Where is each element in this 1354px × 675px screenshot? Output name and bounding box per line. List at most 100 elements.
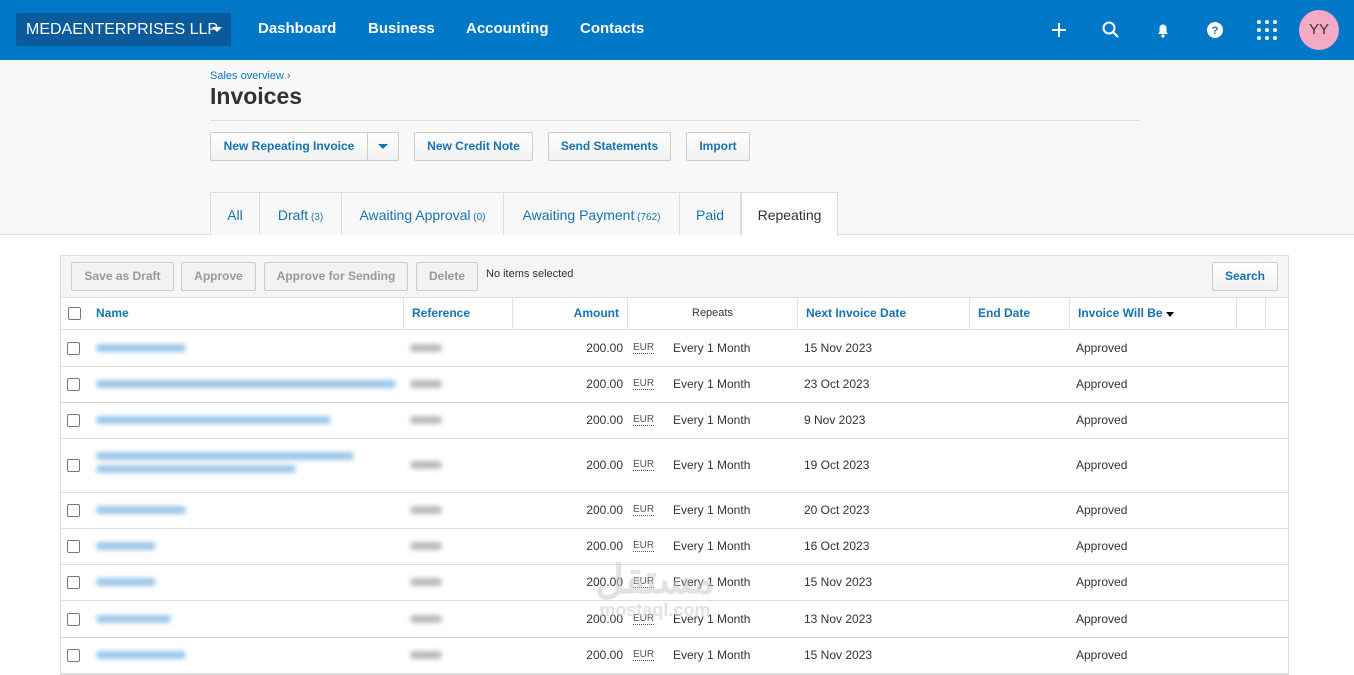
row-checkbox[interactable] bbox=[67, 414, 80, 427]
tab[interactable]: Awaiting Approval (0) bbox=[341, 192, 504, 235]
blurred-name bbox=[96, 380, 396, 388]
search-button[interactable]: Search bbox=[1212, 262, 1278, 291]
column-header[interactable]: Next Invoice Date bbox=[798, 298, 970, 330]
repeats: Every 1 Month bbox=[673, 611, 751, 626]
divider bbox=[210, 120, 1140, 121]
nav-link[interactable]: Contacts bbox=[580, 20, 645, 37]
currency: EUR bbox=[633, 576, 655, 588]
tab-count: (3) bbox=[308, 212, 324, 223]
selection-status: No items selected bbox=[486, 268, 574, 280]
blurred-name bbox=[96, 452, 354, 460]
search-icon[interactable] bbox=[1099, 18, 1123, 42]
repeats: Every 1 Month bbox=[673, 539, 751, 553]
row-checkbox[interactable] bbox=[67, 576, 80, 589]
toolbar-button[interactable]: Approve bbox=[181, 262, 256, 291]
dropdown-button[interactable] bbox=[367, 132, 399, 161]
row-checkbox[interactable] bbox=[67, 342, 80, 355]
row-divider bbox=[61, 564, 1288, 565]
invoice-will-be: Approved bbox=[1076, 413, 1128, 427]
svg-text:?: ? bbox=[1212, 25, 1219, 37]
help-icon[interactable]: ? bbox=[1203, 18, 1227, 42]
tab-label: Draft bbox=[277, 207, 309, 223]
repeats: Every 1 Month bbox=[673, 503, 751, 517]
blurred-name bbox=[96, 542, 156, 550]
tab[interactable]: Repeating bbox=[741, 192, 838, 236]
currency: EUR bbox=[633, 414, 655, 426]
sort-caret bbox=[1165, 312, 1174, 317]
invoice-will-be: Approved bbox=[1076, 611, 1128, 626]
toolbar-button[interactable]: Delete bbox=[416, 262, 478, 291]
column-header[interactable]: Invoice Will Be bbox=[1070, 298, 1237, 330]
amount: 200.00 bbox=[586, 575, 623, 589]
amount: 200.00 bbox=[586, 503, 623, 517]
repeats: Every 1 Month bbox=[673, 575, 751, 589]
action-button[interactable]: New Credit Note bbox=[414, 132, 533, 161]
tab[interactable]: Paid bbox=[679, 192, 741, 235]
row-checkbox[interactable] bbox=[67, 459, 80, 472]
repeats: Every 1 Month bbox=[673, 648, 751, 662]
blurred-reference bbox=[410, 506, 442, 514]
apps-icon[interactable] bbox=[1255, 18, 1279, 42]
blurred-name bbox=[96, 651, 186, 659]
action-button[interactable]: New Repeating Invoice bbox=[210, 132, 368, 161]
notifications-icon[interactable] bbox=[1151, 18, 1175, 42]
row-checkbox[interactable] bbox=[67, 649, 80, 662]
tab[interactable]: All bbox=[210, 192, 260, 235]
row-checkbox[interactable] bbox=[67, 540, 80, 553]
org-switcher[interactable]: MEDAENTERPRISES LLP bbox=[16, 13, 231, 46]
blurred-reference bbox=[410, 461, 442, 469]
currency: EUR bbox=[633, 378, 655, 390]
row-divider bbox=[61, 673, 1288, 674]
currency: EUR bbox=[633, 342, 655, 354]
next-invoice-date: 15 Nov 2023 bbox=[804, 341, 873, 355]
toolbar-button[interactable]: Approve for Sending bbox=[264, 262, 408, 291]
column-header bbox=[1237, 298, 1266, 330]
blurred-name bbox=[96, 416, 331, 424]
toolbar-button[interactable]: Save as Draft bbox=[71, 262, 174, 291]
action-button[interactable]: Import bbox=[686, 132, 750, 161]
row-divider bbox=[61, 402, 1288, 403]
repeats: Every 1 Month bbox=[673, 341, 751, 355]
blurred-name bbox=[96, 465, 296, 473]
nav-link[interactable]: Business bbox=[368, 20, 435, 37]
row-checkbox[interactable] bbox=[67, 504, 80, 517]
amount: 200.00 bbox=[586, 539, 623, 553]
nav-link[interactable]: Accounting bbox=[466, 20, 549, 37]
select-all-checkbox[interactable] bbox=[68, 307, 81, 320]
row-divider bbox=[61, 600, 1288, 601]
blurred-reference bbox=[410, 344, 442, 352]
page-title: Invoices bbox=[210, 83, 303, 109]
tab[interactable]: Awaiting Payment (762) bbox=[503, 192, 680, 235]
row-divider bbox=[61, 528, 1288, 529]
add-icon[interactable] bbox=[1047, 18, 1071, 42]
amount: 200.00 bbox=[586, 341, 623, 355]
next-invoice-date: 20 Oct 2023 bbox=[804, 503, 870, 517]
tab-label: Paid bbox=[695, 207, 725, 223]
currency: EUR bbox=[633, 540, 655, 552]
row-divider bbox=[61, 492, 1288, 493]
amount: 200.00 bbox=[586, 413, 623, 427]
tab-count: (0) bbox=[470, 212, 486, 223]
next-invoice-date: 15 Nov 2023 bbox=[804, 575, 873, 589]
tab-label: All bbox=[227, 207, 243, 223]
column-header[interactable]: Name bbox=[88, 298, 404, 330]
row-divider bbox=[61, 366, 1288, 367]
invoice-will-be: Approved bbox=[1076, 377, 1128, 391]
nav-link[interactable]: Dashboard bbox=[258, 20, 337, 37]
next-invoice-date: 23 Oct 2023 bbox=[804, 377, 870, 391]
currency: EUR bbox=[633, 649, 655, 661]
currency: EUR bbox=[633, 612, 655, 625]
column-header[interactable]: Reference bbox=[404, 298, 513, 330]
repeats: Every 1 Month bbox=[673, 413, 751, 427]
next-invoice-date: 9 Nov 2023 bbox=[804, 413, 866, 427]
tab[interactable]: Draft (3) bbox=[259, 192, 342, 235]
column-header[interactable]: End Date bbox=[970, 298, 1070, 330]
blurred-reference bbox=[410, 542, 442, 550]
column-header: Repeats bbox=[628, 298, 798, 330]
action-button[interactable]: Send Statements bbox=[548, 132, 671, 161]
row-checkbox[interactable] bbox=[67, 612, 80, 626]
avatar[interactable]: YY bbox=[1299, 10, 1339, 50]
column-header[interactable]: Amount bbox=[513, 298, 628, 330]
breadcrumb[interactable]: Sales overview › bbox=[210, 70, 291, 82]
row-checkbox[interactable] bbox=[67, 378, 80, 391]
